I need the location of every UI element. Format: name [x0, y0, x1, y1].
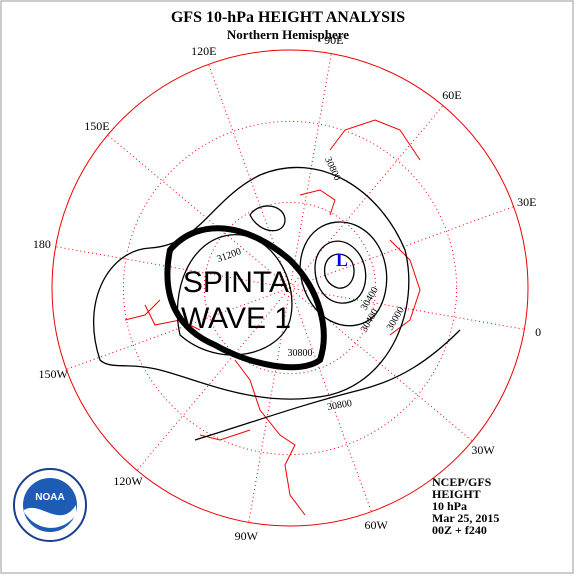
logo-wave [24, 505, 76, 528]
footer-line: HEIGHT [432, 487, 481, 501]
footer-line: 10 hPa [432, 499, 467, 513]
longitude-label: 90E [324, 33, 343, 47]
annotation-line: SPINTA [183, 266, 289, 299]
longitude-label: 30E [517, 195, 536, 209]
low-label: L [336, 250, 348, 270]
longitude-label: 0 [535, 325, 541, 339]
latitude-circle [203, 201, 377, 375]
longitude-label: 30W [471, 443, 495, 457]
annotation-loop [164, 225, 327, 371]
noaa-logo: NOAA [13, 468, 87, 542]
footer-line: 00Z + f240 [432, 523, 487, 537]
longitude-label: 120E [191, 44, 216, 58]
title: GFS 10-hPa HEIGHT ANALYSIS [171, 9, 405, 26]
longitude-label: 90W [235, 529, 259, 543]
longitude-label: 180 [33, 237, 51, 251]
annotation-line: WAVE 1 [181, 302, 291, 335]
latitude-circle [122, 120, 458, 456]
longitude-label: 150W [39, 367, 69, 381]
graticule [51, 49, 529, 527]
coastlines [124, 119, 421, 516]
contour-label: 30800 [288, 348, 313, 359]
longitude-label: 60E [442, 88, 461, 102]
contours [93, 166, 461, 441]
logo-text: NOAA [35, 492, 64, 503]
longitude-label: 150E [84, 119, 109, 133]
subtitle: Northern Hemisphere [227, 27, 349, 42]
longitude-label: 120W [113, 474, 143, 488]
footer-line: Mar 25, 2015 [432, 511, 499, 525]
contour-label: 30800 [326, 398, 353, 413]
outer-circle [51, 49, 529, 527]
footer-line: NCEP/GFS [432, 475, 492, 489]
longitude-label: 60W [365, 518, 389, 532]
